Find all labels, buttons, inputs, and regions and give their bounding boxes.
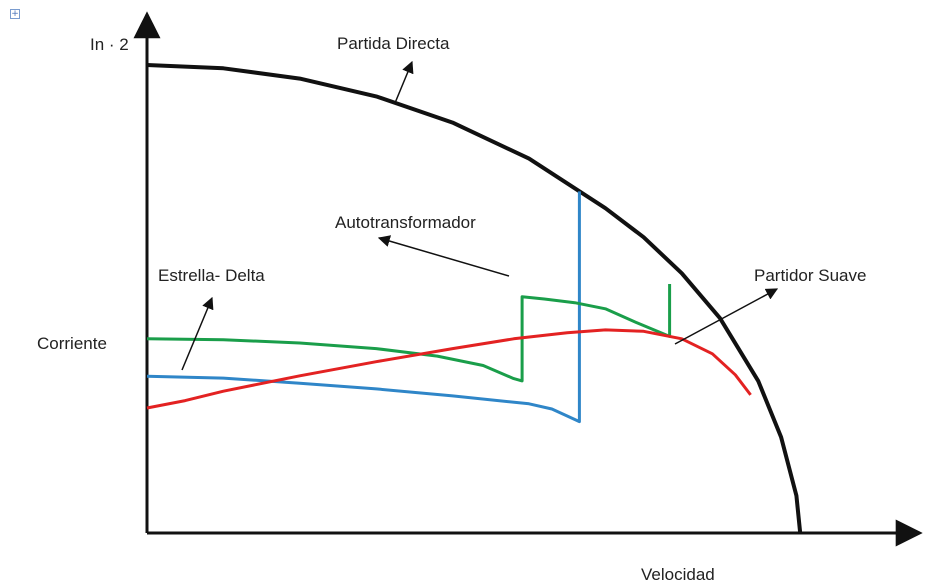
series-layer <box>146 63 803 534</box>
label-estrella-delta: Estrella- Delta <box>158 266 265 285</box>
label-partida-directa: Partida Directa <box>337 34 450 53</box>
series-line-estrella-delta <box>146 191 581 424</box>
series-line-partida-directa <box>146 63 803 534</box>
arrow-estrella-delta <box>181 296 214 371</box>
expand-icon[interactable]: + <box>10 9 20 19</box>
series-line-autotransformador <box>146 284 672 383</box>
series-line-partidor-suave <box>146 328 752 410</box>
x-axis-label: Velocidad <box>641 565 715 584</box>
label-autotransformador: Autotransformador <box>335 213 476 232</box>
y-axis-label: Corriente <box>37 334 107 353</box>
arrow-partidor-suave <box>674 288 779 345</box>
label-partidor-suave: Partidor Suave <box>754 266 866 285</box>
y-tick-label: In · 2 <box>90 35 129 54</box>
arrow-partida-directa <box>394 60 414 104</box>
arrow-autotransformador <box>377 235 510 277</box>
